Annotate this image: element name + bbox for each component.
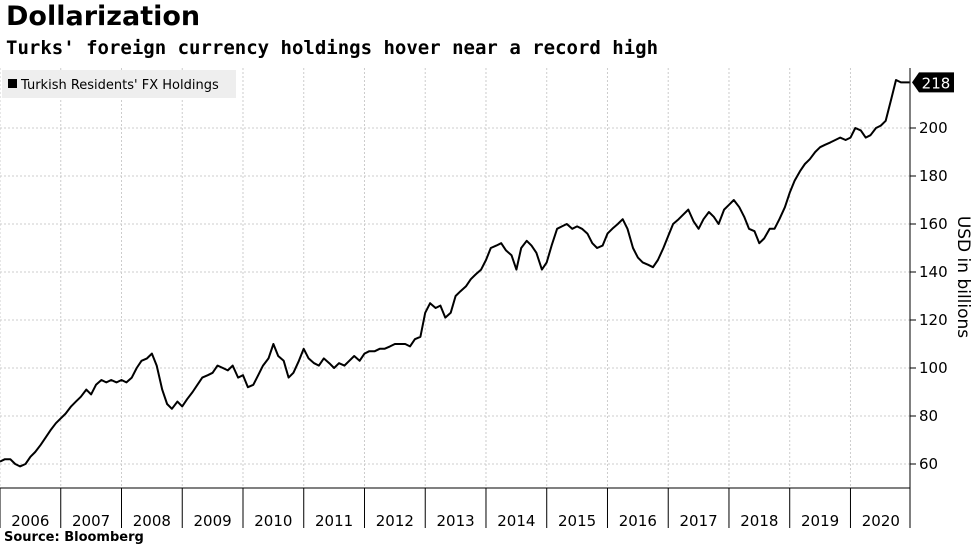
x-tick-label: 2013 bbox=[437, 512, 475, 530]
y-tick-label: 200 bbox=[919, 119, 948, 137]
last-value-badge bbox=[912, 72, 954, 93]
x-tick-label: 2009 bbox=[194, 512, 232, 530]
x-tick-label: 2016 bbox=[619, 512, 657, 530]
legend-background bbox=[2, 70, 236, 98]
source-note: Source: Bloomberg bbox=[4, 530, 144, 545]
x-tick-label: 2019 bbox=[801, 512, 839, 530]
y-axis-title: USD in billions bbox=[953, 216, 973, 338]
last-value-label: 218 bbox=[922, 74, 951, 92]
y-tick-label: 100 bbox=[919, 359, 948, 377]
legend-swatch bbox=[8, 79, 17, 88]
x-tick-label: 2014 bbox=[497, 512, 535, 530]
y-tick-label: 160 bbox=[919, 215, 948, 233]
x-tick-label: 2011 bbox=[315, 512, 353, 530]
chart-title: Dollarization bbox=[6, 1, 201, 32]
x-tick-label: 2006 bbox=[11, 512, 49, 530]
legend-label: Turkish Residents' FX Holdings bbox=[20, 78, 219, 93]
series-layer: 218 bbox=[0, 72, 954, 468]
x-tick-label: 2012 bbox=[376, 512, 414, 530]
x-tick-label: 2007 bbox=[72, 512, 110, 530]
x-tick-label: 2010 bbox=[254, 512, 292, 530]
series-line bbox=[0, 79, 910, 468]
x-tick-label: 2015 bbox=[558, 512, 596, 530]
x-tick-label: 2018 bbox=[740, 512, 778, 530]
y-tick-label: 140 bbox=[919, 263, 948, 281]
chart-subtitle: Turks' foreign currency holdings hover n… bbox=[6, 37, 659, 59]
y-tick-label: 180 bbox=[919, 167, 948, 185]
grid-lines bbox=[0, 68, 910, 488]
y-tick-label: 80 bbox=[919, 407, 938, 425]
legend: Turkish Residents' FX Holdings bbox=[2, 70, 236, 98]
x-tick-label: 2017 bbox=[680, 512, 718, 530]
y-tick-label: 60 bbox=[919, 455, 938, 473]
x-tick-label: 2008 bbox=[133, 512, 171, 530]
x-tick-label: 2020 bbox=[862, 512, 900, 530]
axes: 60 80 100 120 140 160 180 200 2006 2007 2008 2009 20… bbox=[0, 68, 948, 530]
y-tick-label: 120 bbox=[919, 311, 948, 329]
